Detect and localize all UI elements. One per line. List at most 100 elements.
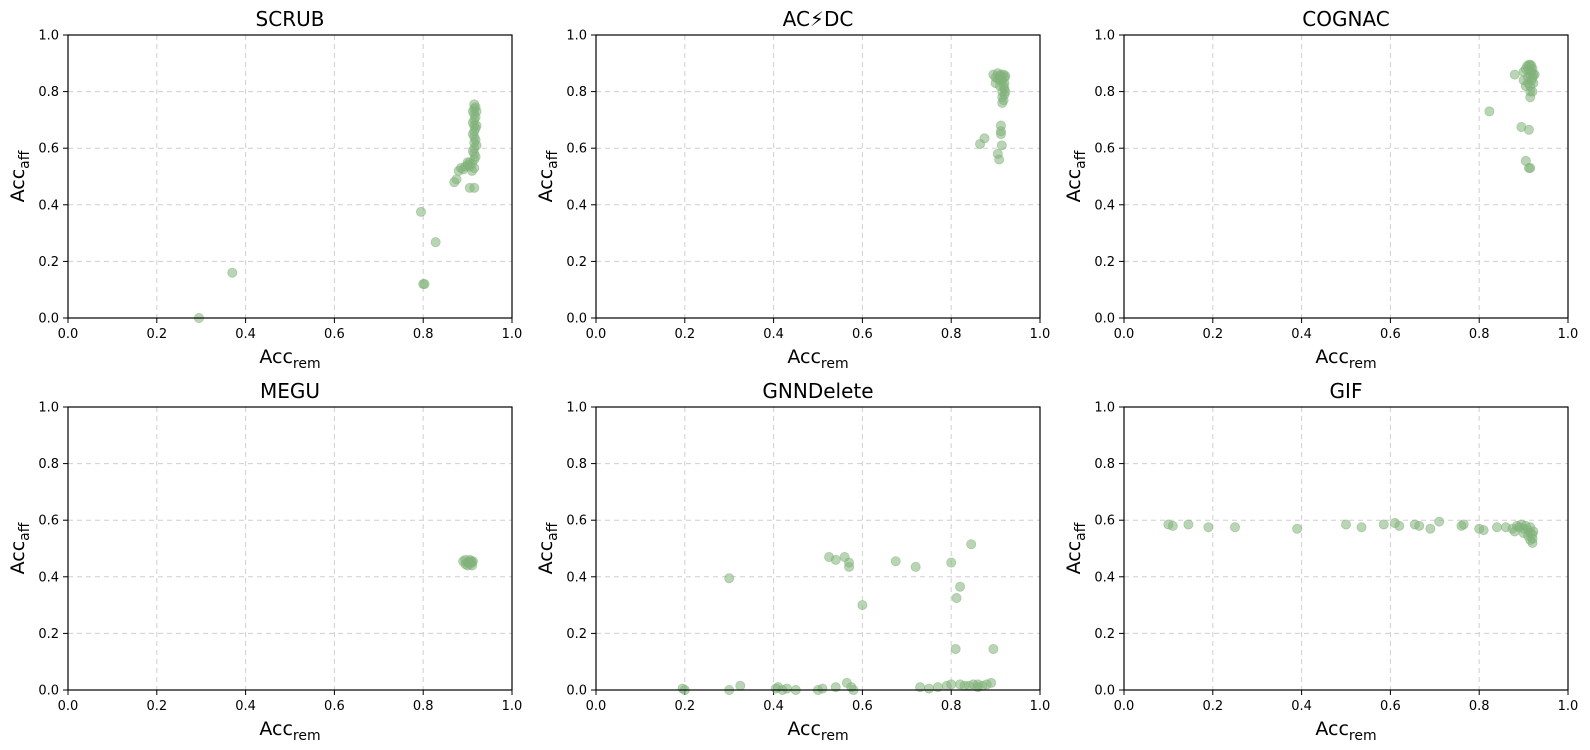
scatter-point (979, 133, 990, 144)
y-tick-label: 1.0 (566, 29, 587, 44)
y-tick-label: 0.2 (38, 627, 59, 642)
y-tick-label: 0.0 (1094, 684, 1115, 699)
subplot-title: MEGU (260, 379, 320, 403)
y-axis-label: Accaff (7, 522, 33, 574)
scatter-point (1292, 523, 1303, 534)
scatter-point (992, 73, 1003, 84)
x-tick-label: 0.8 (941, 327, 962, 342)
x-tick-label: 1.0 (1030, 327, 1051, 342)
plot-frame (1123, 406, 1569, 691)
scatter-point (1394, 520, 1405, 531)
y-tick-label: 0.2 (38, 255, 59, 270)
x-tick-label: 1.0 (1030, 699, 1051, 714)
y-tick-label: 0.2 (1094, 255, 1115, 270)
subplot-title: GIF (1330, 379, 1363, 403)
scatter-point (463, 557, 474, 568)
x-axis-label: Accrem (1315, 346, 1376, 372)
scatter-point (910, 561, 921, 572)
scatter-point (890, 556, 901, 567)
plot-frame (595, 406, 1041, 691)
scatter-point (471, 120, 482, 131)
y-tick-label: 0.4 (1094, 198, 1115, 213)
x-tick-label: 0.4 (763, 699, 784, 714)
x-tick-label: 0.4 (1291, 699, 1312, 714)
scatter-point (963, 680, 974, 691)
scatter-point (1478, 525, 1489, 536)
scatter-point (462, 157, 473, 168)
subplot-title: SCRUB (256, 7, 325, 31)
x-axis-label: Accrem (1315, 718, 1376, 744)
x-tick-label: 0.8 (1469, 327, 1490, 342)
scatter-point (724, 573, 735, 584)
y-tick-label: 0.4 (566, 570, 587, 585)
scatter-point (830, 554, 841, 565)
scatter-point (430, 237, 441, 248)
scatter-point (1523, 124, 1534, 135)
y-tick-label: 0.0 (1094, 312, 1115, 327)
scatter-point (996, 140, 1007, 151)
scatter-point (857, 600, 868, 611)
plot-frame (595, 34, 1041, 319)
x-axis-label: Accrem (259, 718, 320, 744)
subplot-title: COGNAC (1302, 7, 1389, 31)
scatter-point (418, 279, 429, 290)
x-axis-label: Accrem (787, 718, 848, 744)
scatter-point (817, 683, 828, 694)
subplot-4: 0.0 0.2 0.4 0.6 0.8 1.0 0.0 0.2 0.4 0.6 0.8 1.0 GNND… (535, 379, 1050, 744)
scatter-point (1528, 78, 1539, 89)
x-tick-label: 0.6 (324, 699, 345, 714)
scatter-point (844, 561, 855, 572)
scatter-point (1509, 69, 1520, 80)
scatter-point (415, 206, 426, 217)
y-tick-label: 0.8 (566, 457, 587, 472)
scatter-point (1183, 519, 1194, 530)
scatter-point (781, 683, 792, 694)
scatter-point (1458, 519, 1469, 530)
y-tick-label: 0.4 (566, 198, 587, 213)
scatter-point (1356, 522, 1367, 533)
x-tick-label: 0.0 (58, 699, 79, 714)
y-tick-label: 0.6 (1094, 514, 1115, 529)
y-axis-label: Accaff (1063, 522, 1089, 574)
x-tick-label: 0.0 (586, 699, 607, 714)
scatter-point (1491, 522, 1502, 533)
scatter-point (1414, 520, 1425, 531)
scatter-point (946, 679, 957, 690)
scatter-point (1529, 69, 1540, 80)
y-tick-label: 0.8 (38, 457, 59, 472)
plot-frame (1123, 34, 1569, 319)
scatter-point (1526, 61, 1537, 72)
y-tick-label: 0.6 (566, 514, 587, 529)
scatter-point (1000, 86, 1011, 97)
x-axis-label: Accrem (787, 346, 848, 372)
x-tick-label: 0.0 (586, 327, 607, 342)
x-tick-label: 1.0 (502, 699, 523, 714)
scatter-point (955, 581, 966, 592)
scatter-point (988, 643, 999, 654)
y-tick-label: 0.8 (1094, 457, 1115, 472)
y-tick-label: 0.2 (1094, 627, 1115, 642)
x-tick-label: 0.6 (1380, 699, 1401, 714)
scatter-point (1167, 520, 1178, 531)
scatter-point (735, 680, 746, 691)
y-tick-label: 1.0 (566, 401, 587, 416)
y-tick-label: 1.0 (1094, 401, 1115, 416)
scatter-point (950, 643, 961, 654)
scatter-point (227, 267, 238, 278)
y-tick-label: 1.0 (38, 29, 59, 44)
scatter-point (451, 174, 462, 185)
scatter-point (1525, 163, 1536, 174)
x-tick-label: 0.2 (146, 699, 167, 714)
y-tick-label: 0.0 (38, 684, 59, 699)
y-axis-label: Accaff (535, 150, 561, 202)
subplot-2: 0.0 0.2 0.4 0.6 0.8 1.0 0.0 0.2 0.4 0.6 0.8 1.0 COGN… (1063, 7, 1578, 372)
y-tick-label: 0.4 (38, 198, 59, 213)
y-tick-label: 0.6 (1094, 142, 1115, 157)
x-tick-label: 0.6 (852, 699, 873, 714)
x-tick-label: 0.4 (235, 699, 256, 714)
scatter-point (1203, 522, 1214, 533)
x-tick-label: 0.0 (1114, 699, 1135, 714)
y-tick-label: 0.0 (566, 312, 587, 327)
scatter-point (946, 557, 957, 568)
